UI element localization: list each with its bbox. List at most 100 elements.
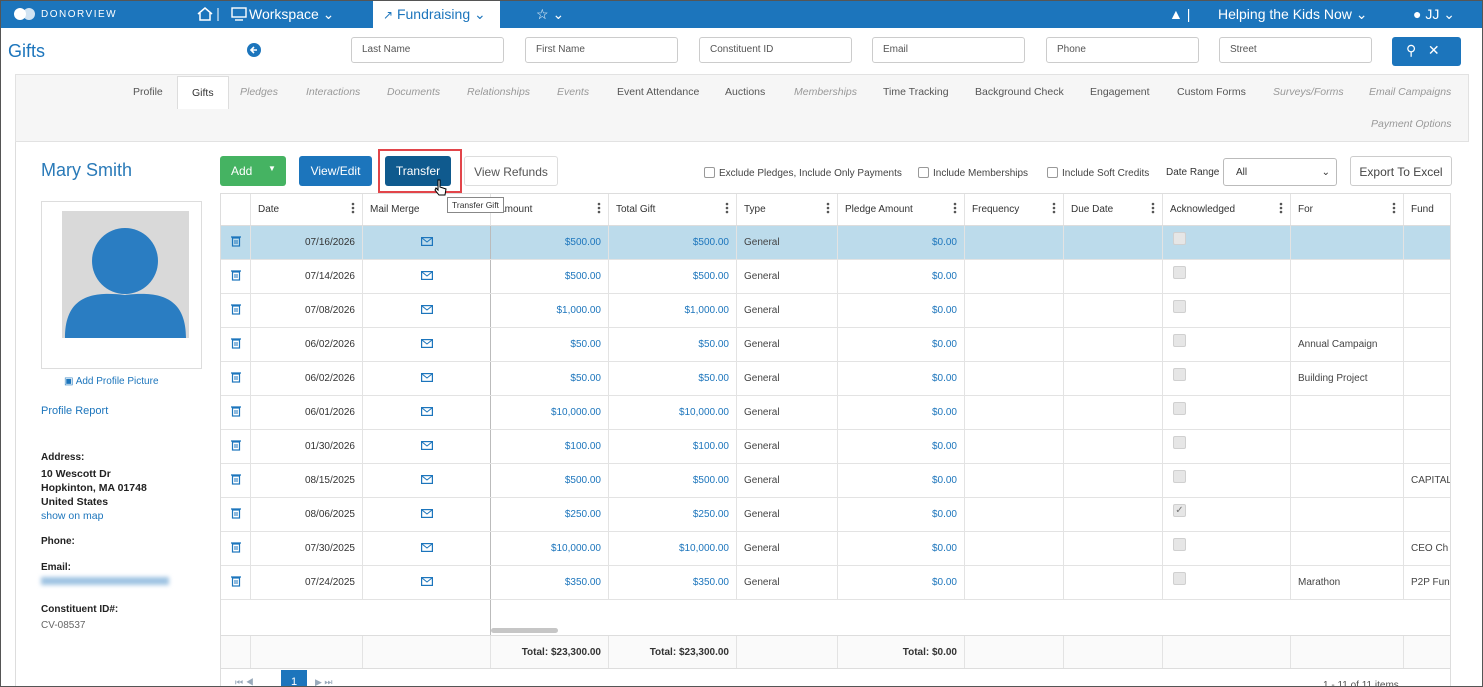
org-label[interactable]: Helping the Kids Now [1218, 6, 1352, 22]
column-menu[interactable] [1052, 202, 1056, 217]
mail-icon[interactable] [420, 576, 433, 589]
workspace-menu[interactable]: Workspace ⌄ [249, 6, 335, 22]
table-row[interactable]: 07/30/2025 $10,000.00 $10,000.00 General $0.… [221, 532, 1450, 566]
filter-checkbox[interactable]: Include Soft Credits [1047, 167, 1149, 179]
filter-checkbox[interactable]: Exclude Pledges, Include Only Payments [704, 167, 902, 179]
scrollbar-thumb[interactable] [491, 628, 558, 633]
fundraising-label[interactable]: Fundraising [396, 6, 471, 22]
delete-icon[interactable] [230, 371, 241, 386]
date-range-select[interactable]: All ⌄ [1223, 158, 1337, 186]
search-input[interactable]: Email [872, 37, 1025, 63]
date-range-value[interactable]: All [1236, 167, 1248, 178]
tab[interactable]: Time Tracking [883, 86, 949, 98]
mail-icon[interactable] [420, 440, 433, 453]
column-title[interactable]: Due Date [1071, 204, 1114, 215]
filter-checkbox[interactable]: Include Memberships [918, 167, 1028, 179]
view-edit-button[interactable]: View/Edit [299, 156, 372, 186]
tab[interactable]: Relationships [467, 86, 531, 98]
table-row[interactable]: 07/16/2026 $500.00 $500.00 General $0.00 [221, 226, 1450, 260]
tab[interactable]: Surveys/Forms [1273, 86, 1344, 98]
column-menu[interactable] [351, 202, 355, 217]
delete-icon[interactable] [230, 405, 241, 420]
tab[interactable]: Auctions [725, 86, 766, 98]
delete-icon[interactable] [230, 303, 241, 318]
pager-first[interactable]: ⏮ ◀ [235, 677, 254, 687]
delete-icon[interactable] [230, 235, 241, 250]
column-title[interactable]: Date [258, 204, 280, 215]
tab[interactable]: Payment Options [1371, 118, 1452, 130]
tab[interactable]: Events [557, 86, 590, 98]
search-input[interactable]: Constituent ID [699, 37, 852, 63]
column-menu[interactable] [725, 202, 729, 217]
column-title[interactable]: Fund [1411, 204, 1434, 215]
column-title[interactable]: Total Gift [616, 204, 656, 215]
search-input[interactable]: Street [1219, 37, 1372, 63]
checkbox-box[interactable] [1047, 167, 1058, 178]
table-row[interactable]: 07/14/2026 $500.00 $500.00 General $0.00 [221, 260, 1450, 294]
tab[interactable]: Interactions [306, 86, 361, 98]
fundraising-menu[interactable]: ↗ Fundraising ⌄ [373, 1, 500, 28]
search-input[interactable]: Phone [1046, 37, 1199, 63]
map-link[interactable]: show on map [41, 510, 104, 522]
column-title[interactable]: Frequency [972, 204, 1020, 215]
table-row[interactable]: 08/15/2025 $500.00 $500.00 General $0.00 CAPI… [221, 464, 1450, 498]
column-menu[interactable] [597, 202, 601, 217]
notifications[interactable]: ▲ | [1169, 6, 1191, 22]
user-menu[interactable]: ● JJ ⌄ [1413, 6, 1455, 22]
mail-icon[interactable] [420, 508, 433, 521]
tab[interactable]: Profile [133, 86, 163, 98]
mail-icon[interactable] [420, 542, 433, 555]
table-row[interactable]: 06/02/2026 $50.00 $50.00 General $0.00 Annual… [221, 328, 1450, 362]
checkbox-box[interactable] [918, 167, 929, 178]
tab[interactable]: Gifts [177, 76, 229, 109]
delete-icon[interactable] [230, 337, 241, 352]
column-menu[interactable] [1392, 202, 1396, 217]
delete-icon[interactable] [230, 507, 241, 522]
back-button[interactable] [246, 42, 262, 58]
tab[interactable]: Event Attendance [617, 86, 700, 98]
mail-icon[interactable] [420, 304, 433, 317]
add-label[interactable]: Add [231, 164, 253, 178]
delete-icon[interactable] [230, 541, 241, 556]
mail-icon[interactable] [420, 338, 433, 351]
checkbox-label[interactable]: Include Soft Credits [1062, 168, 1150, 179]
column-title[interactable]: Mail Merge [370, 204, 420, 215]
tab[interactable]: Engagement [1090, 86, 1150, 98]
checkbox-box[interactable] [704, 167, 715, 178]
delete-icon[interactable] [230, 269, 241, 284]
column-title[interactable]: Amount [498, 204, 533, 215]
column-menu[interactable] [1151, 202, 1155, 217]
column-title[interactable]: For [1298, 204, 1313, 215]
favorites-menu[interactable]: ☆ ⌄ [536, 6, 565, 22]
table-row[interactable]: 07/08/2026 $1,000.00 $1,000.00 General $0.00 [221, 294, 1450, 328]
tab[interactable]: Pledges [240, 86, 278, 98]
user-label[interactable]: JJ [1425, 6, 1440, 22]
add-button[interactable]: Add ▼ [220, 156, 286, 186]
tab[interactable]: Custom Forms [1177, 86, 1246, 98]
view-refunds-button[interactable]: View Refunds [464, 156, 558, 186]
table-row[interactable]: 06/01/2026 $10,000.00 $10,000.00 General $0.… [221, 396, 1450, 430]
checkbox-label[interactable]: Exclude Pledges, Include Only Payments [719, 168, 902, 179]
column-title[interactable]: Type [744, 204, 766, 215]
tab[interactable]: Email Campaigns [1369, 86, 1452, 98]
mail-icon[interactable] [420, 270, 433, 283]
add-picture-link[interactable]: ▣ Add Profile Picture [64, 376, 159, 387]
search-button[interactable]: ⚲ ✕ [1392, 37, 1461, 66]
home-icon[interactable] [196, 6, 226, 22]
pager-next[interactable]: ▶ ⏭ [315, 677, 333, 687]
column-menu[interactable] [826, 202, 830, 217]
mail-icon[interactable] [420, 474, 433, 487]
workspace-label[interactable]: Workspace [249, 6, 319, 22]
search-input[interactable]: Last Name [351, 37, 504, 63]
tab[interactable]: Background Check [975, 86, 1064, 98]
search-input[interactable]: First Name [525, 37, 678, 63]
table-row[interactable]: 06/02/2026 $50.00 $50.00 General $0.00 Buildi… [221, 362, 1450, 396]
mail-icon[interactable] [420, 236, 433, 249]
tab[interactable]: Documents [387, 86, 441, 98]
table-row[interactable]: 08/06/2025 $250.00 $250.00 General $0.00 ✓ [221, 498, 1450, 532]
mail-icon[interactable] [420, 372, 433, 385]
add-picture-label[interactable]: Add Profile Picture [75, 376, 159, 387]
delete-icon[interactable] [230, 439, 241, 454]
column-title[interactable]: Pledge Amount [845, 204, 913, 215]
table-row[interactable]: 07/24/2025 $350.00 $350.00 General $0.00 Mara… [221, 566, 1450, 600]
